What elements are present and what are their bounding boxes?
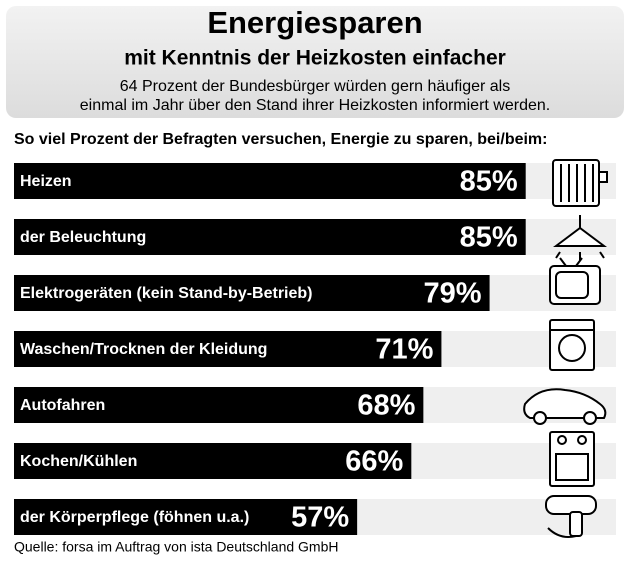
- category-label: Autofahren: [20, 397, 105, 414]
- source: Quelle: forsa im Auftrag von ista Deutsc…: [14, 539, 338, 555]
- category-label: Elektrogeräten (kein Stand-by-Betrieb): [20, 285, 313, 302]
- intro-line: 64 Prozent der Bundesbürger würden gern …: [120, 78, 510, 95]
- value-label: 57%: [291, 502, 349, 534]
- bars: Heizen 85% der Beleuchtung 85% Elektrogeräte…: [14, 163, 616, 535]
- intro-line: einmal im Jahr über den Stand ihrer Heiz…: [80, 97, 550, 114]
- bar: [14, 331, 442, 367]
- bar: [14, 219, 526, 255]
- category-label: der Beleuchtung: [20, 229, 146, 246]
- radiator-icon: [552, 159, 608, 207]
- category-label: der Körperpflege (föhnen u.a.): [20, 509, 249, 526]
- chart-subtitle: mit Kenntnis der Heizkosten einfacher: [124, 47, 506, 70]
- bar: [14, 275, 490, 311]
- tv-icon: [549, 257, 601, 305]
- bar: [14, 387, 424, 423]
- car-icon: [523, 388, 607, 425]
- category-label: Waschen/Trocknen der Kleidung: [20, 341, 267, 358]
- header-box: [6, 6, 624, 118]
- icons: [523, 159, 608, 538]
- value-label: 71%: [375, 334, 433, 366]
- value-label: 68%: [357, 390, 415, 422]
- value-label: 79%: [424, 278, 482, 310]
- question: So viel Prozent der Befragten versuchen,…: [14, 131, 547, 148]
- value-label: 66%: [345, 446, 403, 478]
- value-label: 85%: [460, 166, 518, 198]
- stove-icon: [549, 431, 595, 487]
- bar: [14, 443, 412, 479]
- bar: [14, 163, 526, 199]
- washer-icon: [549, 319, 595, 371]
- bar: [14, 499, 358, 535]
- category-label: Heizen: [20, 173, 72, 190]
- chart-title: Energiesparen: [207, 5, 422, 40]
- lamp-icon: [553, 215, 607, 260]
- hairdryer-icon: [545, 495, 597, 538]
- value-label: 85%: [460, 222, 518, 254]
- category-label: Kochen/Kühlen: [20, 453, 137, 470]
